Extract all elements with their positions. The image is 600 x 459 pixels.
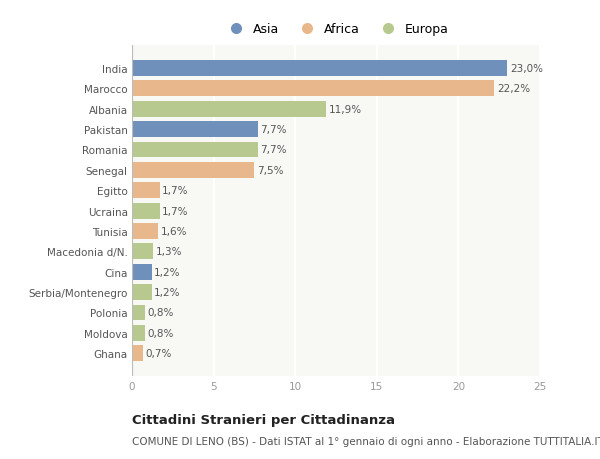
Bar xyxy=(132,162,254,179)
Bar xyxy=(132,224,158,240)
Text: 1,6%: 1,6% xyxy=(161,226,187,236)
Text: 1,2%: 1,2% xyxy=(154,267,181,277)
Text: COMUNE DI LENO (BS) - Dati ISTAT al 1° gennaio di ogni anno - Elaborazione TUTTI: COMUNE DI LENO (BS) - Dati ISTAT al 1° g… xyxy=(132,436,600,446)
Text: Cittadini Stranieri per Cittadinanza: Cittadini Stranieri per Cittadinanza xyxy=(132,413,395,426)
Bar xyxy=(132,61,508,77)
Text: 22,2%: 22,2% xyxy=(497,84,530,94)
Bar xyxy=(132,325,145,341)
Text: 1,2%: 1,2% xyxy=(154,287,181,297)
Legend: Asia, Africa, Europa: Asia, Africa, Europa xyxy=(219,19,453,39)
Bar xyxy=(132,101,326,118)
Text: 11,9%: 11,9% xyxy=(329,105,362,114)
Text: 23,0%: 23,0% xyxy=(510,64,543,74)
Bar xyxy=(132,346,143,361)
Text: 7,7%: 7,7% xyxy=(260,145,287,155)
Text: 0,8%: 0,8% xyxy=(148,308,174,318)
Text: 7,7%: 7,7% xyxy=(260,125,287,135)
Bar xyxy=(132,122,257,138)
Text: 0,8%: 0,8% xyxy=(148,328,174,338)
Text: 7,5%: 7,5% xyxy=(257,166,283,175)
Text: 1,7%: 1,7% xyxy=(162,206,188,216)
Text: 1,3%: 1,3% xyxy=(155,247,182,257)
Bar xyxy=(132,264,152,280)
Text: 0,7%: 0,7% xyxy=(146,348,172,358)
Bar xyxy=(132,244,153,260)
Bar xyxy=(132,285,152,300)
Bar xyxy=(132,142,257,158)
Bar xyxy=(132,305,145,321)
Bar xyxy=(132,81,494,97)
Bar xyxy=(132,183,160,199)
Text: 1,7%: 1,7% xyxy=(162,186,188,196)
Bar xyxy=(132,203,160,219)
